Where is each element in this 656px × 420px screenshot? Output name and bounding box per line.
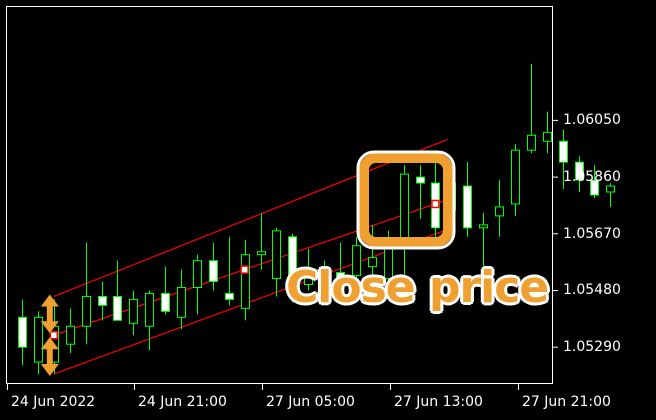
candle-body [463,185,472,229]
candle-body [34,316,43,363]
candle-body [400,173,409,241]
candle-body [257,251,266,256]
candle-body [336,272,345,283]
candle-body [590,179,599,196]
arrow-head-up [40,294,59,307]
price-label: 1.05670 [563,225,621,242]
plot-frame [6,6,553,384]
close-price-highlight [356,150,456,250]
candle-body [543,131,552,142]
candle-body [225,292,234,300]
candle-body [368,257,377,268]
candle-body [193,260,202,289]
candle-body [209,260,218,283]
channel-upper-line [53,138,448,298]
candle-body [416,176,425,184]
arrow-head-down [40,321,59,334]
candle-body [288,236,297,280]
candle-body [129,298,138,324]
close-markers [49,199,440,340]
candle-body [272,230,281,280]
channel-width-arrows [40,294,59,377]
price-label: 1.05860 [563,169,621,186]
candle-body [82,295,91,327]
upper-width-arrow [40,294,59,334]
candle-body [559,140,568,163]
candle-body [527,134,536,151]
price-label: 1.05480 [563,282,621,299]
candle-body [98,295,107,306]
candles [18,63,615,375]
candle-body [320,272,329,286]
time-label: 24 Jun 2022 [11,394,96,410]
close-price-annotation: Close price [286,262,549,313]
candle-body [479,224,488,229]
close-price-marker [240,265,249,274]
time-label: 24 Jun 21:00 [138,394,227,410]
candle-body [304,272,313,286]
candle-body [66,325,75,345]
close-price-highlight-box [359,153,453,247]
close-price-marker [49,331,59,340]
lower-width-arrow [40,337,59,377]
arrow-head-down [40,364,59,377]
candle-body [145,292,154,327]
candle-body [511,149,520,205]
price-label: 1.06050 [563,112,621,129]
axis-ticks [7,119,558,390]
arrow-head-up [40,337,59,350]
candle-body [18,316,27,348]
candle-body [495,206,504,217]
candle-body [575,161,584,181]
candle-body [606,185,615,193]
candle-body [241,254,250,309]
close-price-marker [431,199,440,209]
arrow-shaft [46,304,53,324]
candle-body [113,295,122,321]
time-label: 27 Jun 13:00 [394,394,483,410]
time-label: 27 Jun 05:00 [266,394,355,410]
candle-body [161,292,170,312]
channel-lower-line [53,228,448,375]
candle-body [177,287,186,318]
time-label: 27 Jun 21:00 [522,394,611,410]
candle-body [352,245,361,277]
price-label: 1.05290 [563,339,621,356]
arrow-shaft [46,347,53,367]
close-price-highlight-outline [356,150,456,250]
